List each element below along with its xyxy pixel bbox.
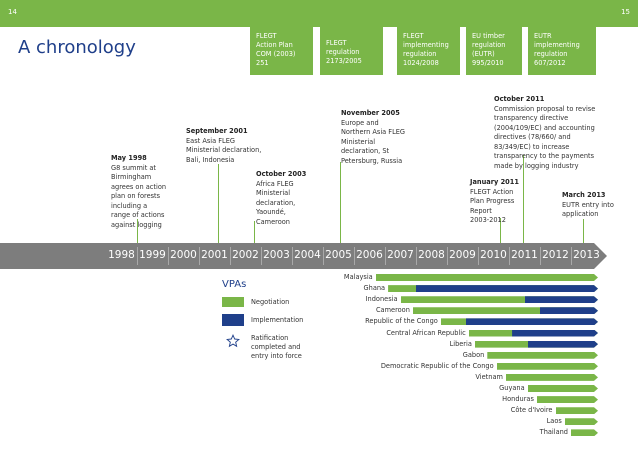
year-separator bbox=[447, 247, 448, 265]
negotiation-bar bbox=[506, 374, 598, 381]
event-oct-2003: October 2003 Africa FLEG Ministerial decl… bbox=[256, 170, 307, 226]
year-separator bbox=[354, 247, 355, 265]
legend-negotiation-swatch bbox=[222, 297, 244, 307]
year-separator bbox=[199, 247, 200, 265]
page-title: A chronology bbox=[18, 37, 136, 58]
legend-ratification-label: Ratification completed and entry into fo… bbox=[251, 334, 302, 360]
year-2004: 2004 bbox=[294, 249, 321, 261]
year-separator bbox=[168, 247, 169, 265]
country-label: Liberia bbox=[449, 339, 472, 348]
country-label: Republic of the Congo bbox=[365, 317, 438, 326]
country-label: Thailand bbox=[539, 428, 568, 437]
year-2011: 2011 bbox=[511, 249, 538, 261]
year-2007: 2007 bbox=[387, 249, 414, 261]
connector-may-1998 bbox=[137, 219, 138, 243]
connector-oct-2003 bbox=[254, 221, 255, 243]
connector-jan-2011 bbox=[500, 218, 501, 243]
box-flegt-action-plan: FLEGT Action Plan COM (2003) 251 bbox=[250, 27, 313, 75]
year-1999: 1999 bbox=[139, 249, 166, 261]
country-label: Democratic Republic of the Congo bbox=[380, 361, 494, 370]
box-flegt-implementing: FLEGT implementing regulation 1024/2008 bbox=[397, 27, 460, 75]
left-page-number: 14 bbox=[8, 8, 17, 16]
year-separator bbox=[509, 247, 510, 265]
year-separator bbox=[230, 247, 231, 265]
year-separator bbox=[571, 247, 572, 265]
country-label: Guyana bbox=[499, 384, 525, 392]
country-label: Ghana bbox=[363, 284, 386, 293]
year-separator bbox=[137, 247, 138, 265]
ratification-star-icon bbox=[453, 285, 460, 300]
negotiation-bar bbox=[413, 307, 598, 314]
country-label: Vietnam bbox=[475, 372, 503, 381]
negotiation-bar bbox=[556, 407, 599, 414]
legend-negotiation-label: Negotiation bbox=[251, 298, 290, 306]
country-label: Indonesia bbox=[365, 295, 398, 304]
ratification-star-icon bbox=[577, 341, 584, 355]
implementation-bar bbox=[512, 330, 598, 337]
box-flegt-regulation: FLEGT regulation 2173/2005 bbox=[320, 27, 383, 75]
negotiation-bar bbox=[565, 418, 598, 425]
country-label: Gabon bbox=[462, 350, 485, 359]
connector-nov-2005 bbox=[340, 162, 341, 243]
implementation-bar bbox=[466, 318, 598, 325]
negotiation-bar bbox=[497, 363, 598, 370]
year-2003: 2003 bbox=[263, 249, 290, 261]
ratification-star-icon bbox=[540, 330, 547, 344]
event-sep-2001: September 2001 East Asia FLEG Ministerial… bbox=[186, 127, 262, 164]
country-label: Central African Republic bbox=[386, 328, 466, 337]
connector-oct-2011 bbox=[523, 155, 524, 243]
implementation-bar bbox=[525, 296, 599, 303]
header-band: 14 15 bbox=[0, 0, 638, 27]
negotiation-bar bbox=[376, 274, 598, 281]
year-2009: 2009 bbox=[449, 249, 476, 261]
country-label: Laos bbox=[546, 417, 562, 426]
country-label: Honduras bbox=[502, 395, 534, 404]
year-separator bbox=[540, 247, 541, 265]
ratification-star-icon bbox=[527, 307, 534, 322]
right-page-number: 15 bbox=[621, 8, 630, 16]
year-2013: 2013 bbox=[573, 249, 600, 261]
country-label: Malaysia bbox=[343, 273, 373, 281]
implementation-bar bbox=[540, 307, 598, 314]
legend-title: VPAs bbox=[222, 279, 247, 290]
box-eutr-implementing: EUTR implementing regulation 607/2012 bbox=[528, 27, 596, 75]
ratification-star-icon bbox=[552, 318, 559, 333]
implementation-bar bbox=[528, 341, 598, 348]
year-2008: 2008 bbox=[418, 249, 445, 261]
year-2002: 2002 bbox=[232, 249, 259, 261]
country-label: Côte d'Ivoire bbox=[510, 406, 553, 415]
legend-implementation-swatch bbox=[222, 314, 244, 326]
event-may-1998: May 1998 G8 summit at Birmingham agrees o… bbox=[111, 154, 167, 229]
year-1998: 1998 bbox=[108, 249, 135, 261]
event-oct-2011: October 2011 Commission proposal to revis… bbox=[494, 95, 596, 170]
year-2001: 2001 bbox=[201, 249, 228, 261]
year-separator bbox=[292, 247, 293, 265]
year-2012: 2012 bbox=[542, 249, 569, 261]
year-2005: 2005 bbox=[325, 249, 352, 261]
country-label: Cameroon bbox=[375, 306, 410, 315]
connector-mar-2013 bbox=[583, 219, 584, 243]
negotiation-bar bbox=[487, 352, 598, 359]
event-mar-2013: March 2013 EUTR entry into application bbox=[562, 191, 614, 218]
negotiation-bar bbox=[528, 385, 598, 392]
negotiation-bar bbox=[571, 429, 598, 436]
box-eu-timber: EU timber regulation (EUTR) 995/2010 bbox=[466, 27, 522, 75]
negotiation-bar bbox=[537, 396, 598, 403]
year-separator bbox=[323, 247, 324, 265]
year-separator bbox=[478, 247, 479, 265]
legend-star-icon bbox=[226, 334, 240, 348]
year-separator bbox=[385, 247, 386, 265]
year-separator bbox=[416, 247, 417, 265]
year-2006: 2006 bbox=[356, 249, 383, 261]
year-2010: 2010 bbox=[480, 249, 507, 261]
timeline-bar bbox=[0, 243, 607, 269]
legend-implementation-label: Implementation bbox=[251, 316, 304, 324]
year-separator bbox=[261, 247, 262, 265]
year-2000: 2000 bbox=[170, 249, 197, 261]
implementation-bar bbox=[416, 285, 598, 292]
event-nov-2005: November 2005 Europe and Northern Asia FL… bbox=[341, 109, 406, 165]
event-jan-2011: January 2011 FLEGT Action Plan Progress R… bbox=[470, 178, 519, 224]
negotiation-bar bbox=[401, 296, 599, 303]
connector-sep-2001 bbox=[218, 164, 219, 243]
